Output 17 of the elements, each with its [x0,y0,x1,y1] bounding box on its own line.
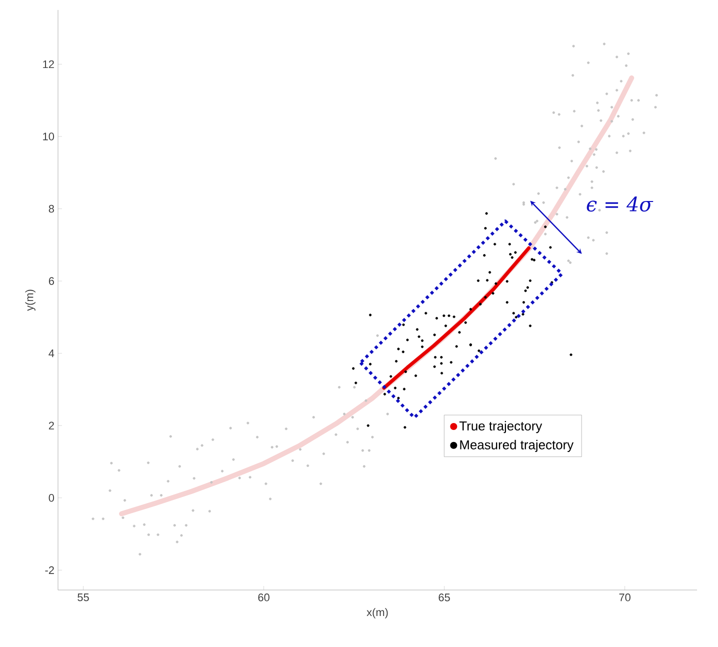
x-axis-title: x(m) [366,608,388,618]
y-tick-label: 10 [43,132,54,140]
x-tick-label: 55 [78,594,89,602]
y-tick-label: 2 [48,422,54,430]
y-tick-label: -2 [45,566,54,574]
y-tick-label: 4 [48,350,54,358]
y-tick-label: 8 [48,204,54,213]
legend-label: True trajectory [459,421,542,434]
legend-label: Measured trajectory [460,440,574,452]
annotation: ϵ = 4σ [586,196,654,212]
y-tick-label: 0 [48,494,54,502]
y-axis-title: y(m) [25,290,36,311]
y-tick-label: 6 [48,277,54,285]
x-tick-label: 65 [438,594,450,602]
x-tick-label: 60 [258,594,270,602]
y-tick-label: 12 [43,60,54,68]
x-tick-label: 70 [619,594,630,602]
